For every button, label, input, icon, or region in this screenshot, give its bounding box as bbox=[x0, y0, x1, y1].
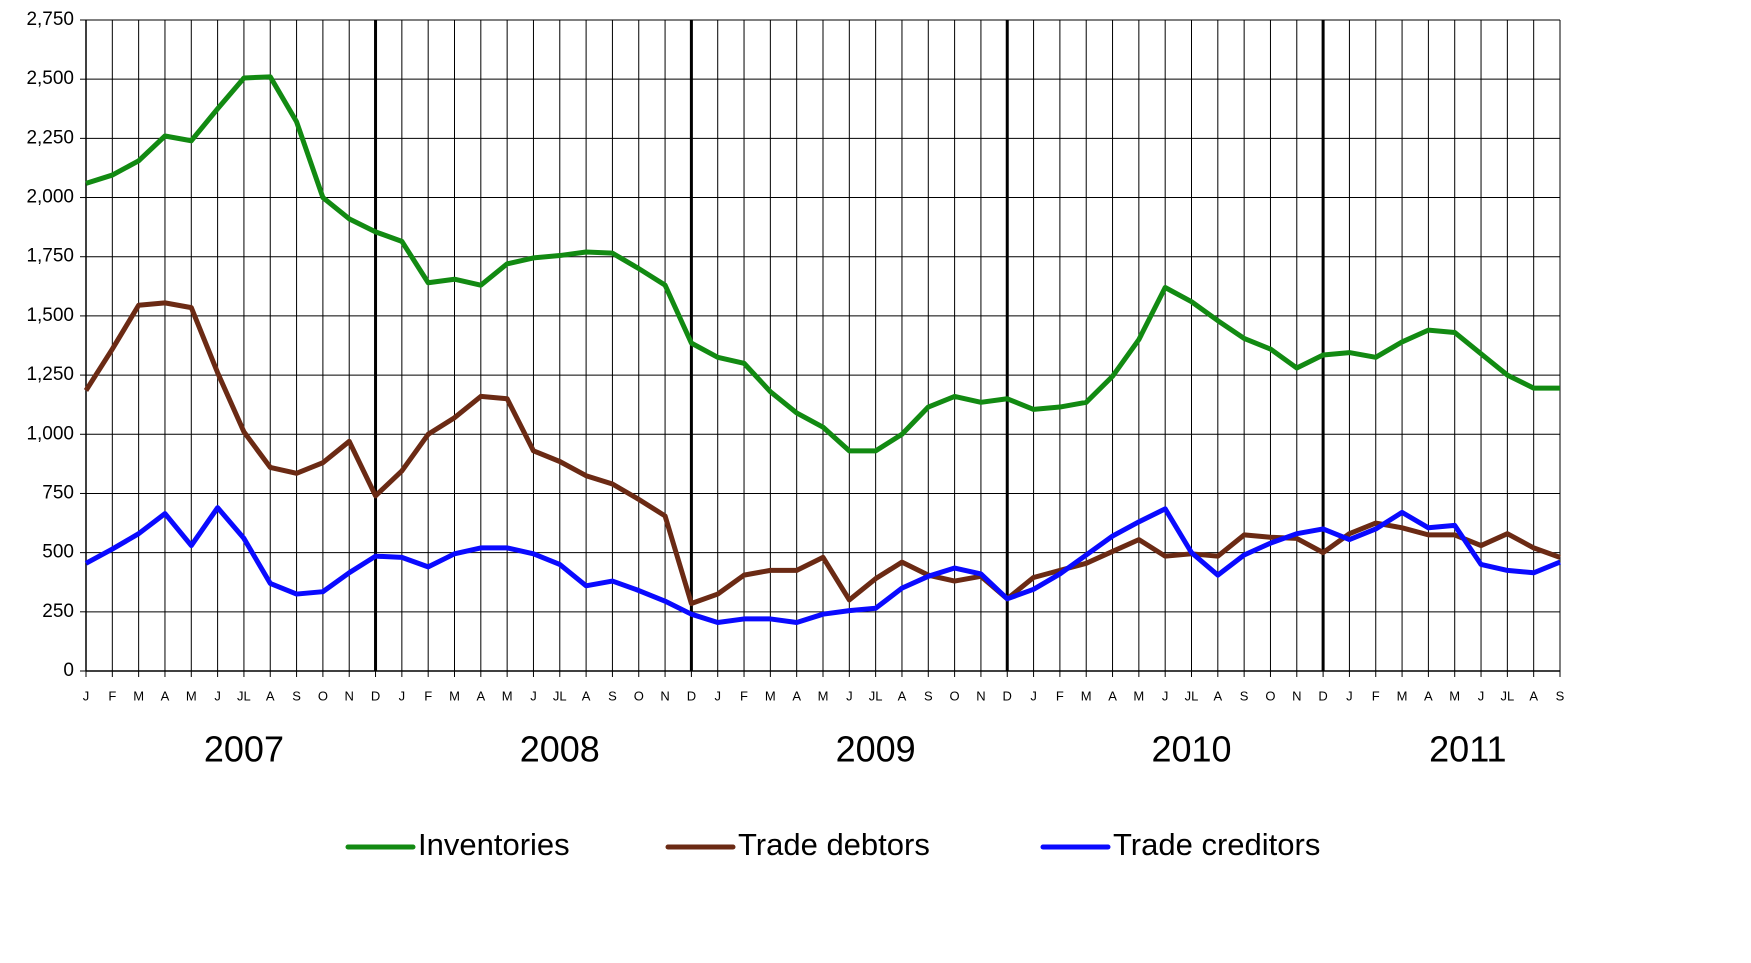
x-tick-label: S bbox=[1240, 688, 1249, 703]
x-tick-label: A bbox=[266, 688, 275, 703]
y-tick-label: 2,500 bbox=[26, 68, 74, 89]
x-tick-label: J bbox=[399, 688, 406, 703]
x-tick-label: F bbox=[740, 688, 748, 703]
x-tick-label: A bbox=[1424, 688, 1433, 703]
y-tick-label: 1,750 bbox=[26, 246, 74, 267]
x-tick-label: F bbox=[108, 688, 116, 703]
x-tick-label: F bbox=[1056, 688, 1064, 703]
x-tick-label: J bbox=[83, 688, 90, 703]
year-label: 2010 bbox=[1151, 729, 1231, 770]
y-tick-label: 2,750 bbox=[26, 9, 74, 30]
x-tick-label: A bbox=[792, 688, 801, 703]
x-tick-label: N bbox=[660, 688, 669, 703]
x-tick-label: F bbox=[424, 688, 432, 703]
x-tick-label: JL bbox=[237, 688, 251, 703]
x-tick-label: D bbox=[687, 688, 696, 703]
year-label: 2007 bbox=[204, 729, 284, 770]
x-tick-label: S bbox=[292, 688, 301, 703]
x-tick-label: JL bbox=[553, 688, 567, 703]
x-tick-label: J bbox=[1346, 688, 1353, 703]
x-tick-label: A bbox=[1529, 688, 1538, 703]
y-tick-label: 1,250 bbox=[26, 364, 74, 385]
x-tick-label: A bbox=[898, 688, 907, 703]
x-tick-label: A bbox=[1108, 688, 1117, 703]
x-tick-label: M bbox=[818, 688, 829, 703]
x-tick-label: S bbox=[1556, 688, 1565, 703]
x-tick-label: A bbox=[1213, 688, 1222, 703]
x-tick-label: O bbox=[1265, 688, 1275, 703]
x-tick-label: A bbox=[582, 688, 591, 703]
year-label: 2008 bbox=[520, 729, 600, 770]
series-line bbox=[84, 505, 1561, 625]
x-tick-label: M bbox=[1081, 688, 1092, 703]
x-tick-label: J bbox=[530, 688, 537, 703]
y-tick-label: 0 bbox=[63, 660, 74, 681]
x-tick-label: S bbox=[924, 688, 933, 703]
x-tick-label: M bbox=[186, 688, 197, 703]
y-tick-label: 750 bbox=[42, 482, 74, 503]
x-tick-label: A bbox=[476, 688, 485, 703]
x-tick-label: O bbox=[634, 688, 644, 703]
x-tick-label: J bbox=[214, 688, 221, 703]
x-tick-label: J bbox=[1478, 688, 1485, 703]
y-tick-label: 2,000 bbox=[26, 187, 74, 208]
y-tick-label: 2,250 bbox=[26, 127, 74, 148]
x-tick-label: M bbox=[133, 688, 144, 703]
x-tick-label: N bbox=[1292, 688, 1301, 703]
x-tick-label: J bbox=[1162, 688, 1169, 703]
x-tick-label: D bbox=[1003, 688, 1012, 703]
x-tick-label: M bbox=[765, 688, 776, 703]
x-tick-label: D bbox=[371, 688, 380, 703]
x-tick-label: M bbox=[449, 688, 460, 703]
x-tick-label: D bbox=[1318, 688, 1327, 703]
y-tick-label: 1,000 bbox=[26, 423, 74, 444]
x-tick-label: J bbox=[714, 688, 721, 703]
series-line bbox=[85, 74, 1560, 454]
x-tick-label: O bbox=[318, 688, 328, 703]
x-tick-label: J bbox=[1030, 688, 1037, 703]
legend-label: Trade debtors bbox=[738, 827, 930, 862]
y-tick-label: 1,500 bbox=[26, 305, 74, 326]
x-tick-label: F bbox=[1372, 688, 1380, 703]
y-tick-label: 500 bbox=[42, 542, 74, 563]
x-tick-label: J bbox=[846, 688, 853, 703]
y-tick-label: 250 bbox=[42, 601, 74, 622]
series-line bbox=[83, 300, 1561, 607]
x-tick-label: JL bbox=[1500, 688, 1514, 703]
year-label: 2009 bbox=[836, 729, 916, 770]
x-tick-label: M bbox=[502, 688, 513, 703]
x-tick-label: O bbox=[950, 688, 960, 703]
x-tick-label: M bbox=[1133, 688, 1144, 703]
legend-label: Trade creditors bbox=[1113, 827, 1320, 862]
x-tick-label: JL bbox=[869, 688, 883, 703]
x-tick-label: N bbox=[976, 688, 985, 703]
x-tick-label: A bbox=[161, 688, 170, 703]
x-tick-label: S bbox=[608, 688, 617, 703]
legend-label: Inventories bbox=[418, 827, 570, 862]
x-tick-label: N bbox=[345, 688, 354, 703]
x-tick-label: M bbox=[1397, 688, 1408, 703]
x-tick-label: JL bbox=[1185, 688, 1199, 703]
year-label: 2011 bbox=[1429, 729, 1506, 770]
x-tick-label: M bbox=[1449, 688, 1460, 703]
